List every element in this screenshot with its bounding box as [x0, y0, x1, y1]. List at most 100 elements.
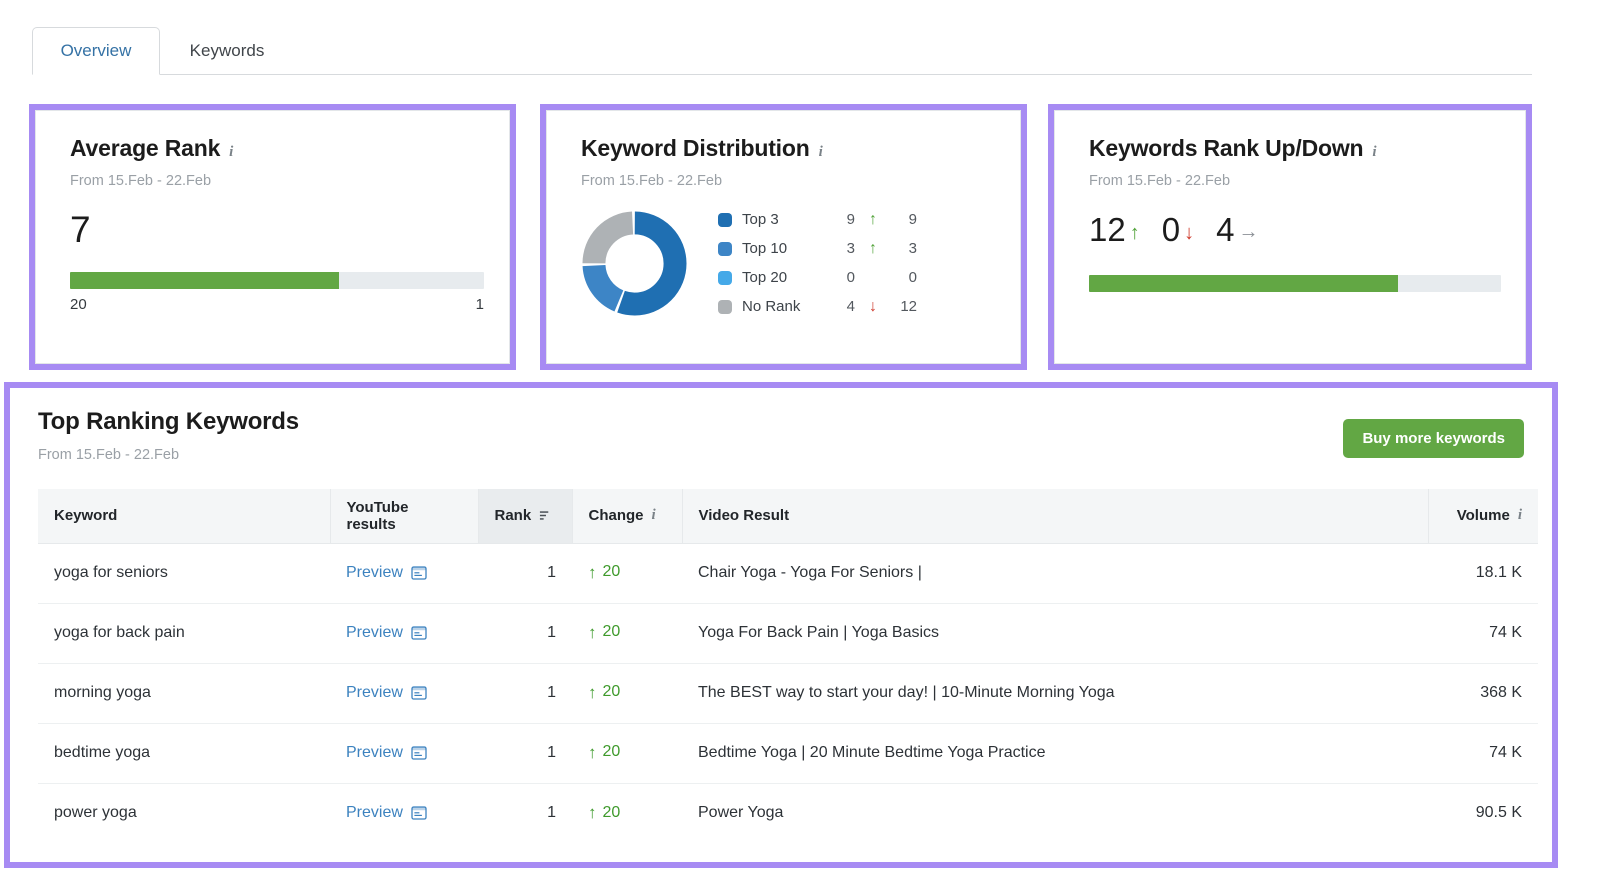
arrow-down-icon: ↓: [1184, 222, 1195, 244]
change-value: 20: [602, 683, 621, 701]
preview-window-icon[interactable]: [411, 625, 427, 641]
keywords-rank-updown-date-range: From 15.Feb - 22.Feb: [1089, 173, 1231, 189]
arrow-up-icon: ↑: [588, 682, 597, 702]
legend-label: Top 20: [742, 269, 788, 286]
keyword-distribution-title: Keyword Distribution i: [581, 135, 986, 162]
column-header-youtube-results-label: YouTube results: [346, 498, 409, 533]
page-title: Top Ranking Keywords: [38, 408, 299, 435]
keywords-rank-updown-progress-fill: [1089, 275, 1398, 292]
table-row: power yoga Preview 1 ↑ 20 Power Yoga 90.5 K: [38, 783, 1538, 843]
keyword-distribution-legend: Top 3 9 ↑ 9 Top 10 3 ↑ 3 Top 20 0 0 No Rank 4 ↓ 12: [718, 205, 917, 321]
preview-link[interactable]: Preview: [346, 564, 427, 582]
preview-window-icon[interactable]: [411, 565, 427, 581]
keyword-distribution-title-text: Keyword Distribution: [581, 135, 810, 161]
info-icon[interactable]: i: [1372, 144, 1377, 160]
arrow-up-icon: ↑: [588, 562, 597, 582]
preview-window-icon[interactable]: [411, 805, 427, 821]
tab-overview-label: Overview: [60, 41, 132, 60]
keyword-distribution-date-range: From 15.Feb - 22.Feb: [581, 173, 723, 189]
cell-video-result: Bedtime Yoga | 20 Minute Bedtime Yoga Pr…: [682, 723, 1428, 784]
top-ranking-keywords-panel-highlight: Top Ranking Keywords From 15.Feb - 22.Fe…: [4, 382, 1558, 868]
cell-volume: 90.5 K: [1475, 804, 1522, 822]
cell-change: ↑ 20: [572, 723, 682, 784]
cell-youtube-results: Preview: [330, 723, 478, 784]
legend-count: 3: [846, 240, 855, 257]
column-header-rank-label: Rank: [494, 507, 532, 525]
arrow-up-icon: ↑: [588, 742, 597, 762]
info-icon[interactable]: i: [229, 144, 234, 160]
cell-volume: 74 K: [1428, 603, 1538, 664]
buy-more-keywords-button[interactable]: Buy more keywords: [1343, 419, 1524, 458]
table-row: bedtime yoga Preview 1 ↑ 20 Bedtime Yoga | 20…: [38, 723, 1538, 784]
legend-color-swatch: [718, 270, 732, 285]
column-header-video-result[interactable]: Video Result: [682, 489, 1429, 544]
legend-item: Top 20 0 0: [718, 263, 917, 292]
keywords-rank-updown-title-text: Keywords Rank Up/Down: [1089, 135, 1364, 161]
donut-slice-top-3: [582, 210, 687, 316]
cell-youtube-results: Preview: [330, 663, 478, 724]
average-rank-progress-fill: [70, 272, 340, 289]
cell-keyword: bedtime yoga: [38, 723, 330, 784]
preview-label: Preview: [346, 684, 403, 701]
column-header-keyword[interactable]: Keyword: [38, 489, 331, 544]
cell-video-result: Power Yoga: [698, 804, 784, 822]
info-icon[interactable]: i: [1517, 507, 1522, 524]
sort-descending-icon[interactable]: [539, 509, 552, 522]
preview-link[interactable]: Preview: [346, 744, 427, 762]
column-header-volume[interactable]: Volume i: [1428, 489, 1538, 544]
keywords-rank-updown-card: Keywords Rank Up/Down i From 15.Feb - 22…: [1054, 110, 1526, 364]
change-value: 20: [602, 803, 621, 821]
column-header-change[interactable]: Change i: [572, 489, 683, 544]
average-rank-scale-left: 20: [70, 296, 87, 313]
cell-change: ↑ 20: [572, 663, 682, 724]
preview-label: Preview: [346, 744, 403, 761]
cell-volume: 368 K: [1428, 663, 1538, 724]
info-icon[interactable]: i: [818, 144, 823, 160]
cell-youtube-results: Preview: [330, 543, 478, 604]
preview-window-icon[interactable]: [411, 685, 427, 701]
table-row: yoga for seniors Preview 1 ↑ 20 Chair Yoga - …: [38, 543, 1538, 604]
arrow-up-icon: ↑: [869, 210, 877, 228]
legend-count: 9: [846, 211, 855, 228]
column-header-rank[interactable]: Rank: [478, 489, 573, 544]
preview-window-icon[interactable]: [411, 745, 427, 761]
tab-bar-divider: [32, 74, 1532, 75]
average-rank-card-highlight: Average Rank i From 15.Feb - 22.Feb 7 20…: [29, 104, 516, 370]
cell-rank: 1: [478, 663, 572, 724]
legend-label: Top 10: [742, 240, 788, 257]
info-icon[interactable]: i: [651, 507, 656, 524]
column-header-youtube-results[interactable]: YouTube results: [330, 489, 479, 544]
keywords-rank-updown-title: Keywords Rank Up/Down i: [1089, 135, 1491, 162]
top-ranking-keywords-panel: Top Ranking Keywords From 15.Feb - 22.Fe…: [10, 388, 1552, 862]
legend-item: Top 10 3 ↑ 3: [718, 234, 917, 263]
column-header-change-label: Change: [588, 507, 644, 525]
tab-keywords[interactable]: Keywords: [168, 27, 286, 75]
cell-change: ↑ 20: [572, 603, 682, 664]
legend-color-swatch: [718, 241, 732, 256]
column-header-keyword-label: Keyword: [54, 507, 118, 525]
average-rank-scale: 20 1: [70, 296, 484, 313]
average-rank-date-range: From 15.Feb - 22.Feb: [70, 173, 212, 189]
preview-link[interactable]: Preview: [346, 804, 427, 822]
cell-volume: 74 K: [1428, 723, 1538, 784]
arrow-up-icon: ↑: [588, 622, 597, 642]
legend-delta: 3: [908, 240, 917, 257]
keywords-table-body: yoga for seniors Preview 1 ↑ 20 Chair Yoga - …: [38, 543, 1538, 843]
rank-down-value: 0: [1161, 211, 1181, 248]
keyword-distribution-donut-chart: [581, 210, 688, 317]
change-value: 20: [602, 743, 621, 761]
tab-bar: Overview Keywords: [0, 0, 1600, 75]
preview-label: Preview: [346, 564, 403, 581]
arrow-up-icon: ↑: [1129, 222, 1140, 244]
cell-rank: 1: [478, 603, 572, 664]
keyword-distribution-card: Keyword Distribution i From 15.Feb - 22.…: [546, 110, 1021, 364]
rank-up-value: 12: [1089, 211, 1126, 248]
arrow-down-icon: ↓: [869, 297, 877, 315]
preview-link[interactable]: Preview: [346, 624, 427, 642]
arrow-up-icon: ↑: [869, 239, 877, 257]
tab-overview[interactable]: Overview: [32, 27, 160, 75]
preview-link[interactable]: Preview: [346, 684, 427, 702]
cell-video-result: The BEST way to start your day! | 10-Min…: [682, 663, 1428, 724]
average-rank-card: Average Rank i From 15.Feb - 22.Feb 7 20…: [35, 110, 510, 364]
table-header-row: Keyword YouTube results Rank: [38, 489, 1538, 544]
